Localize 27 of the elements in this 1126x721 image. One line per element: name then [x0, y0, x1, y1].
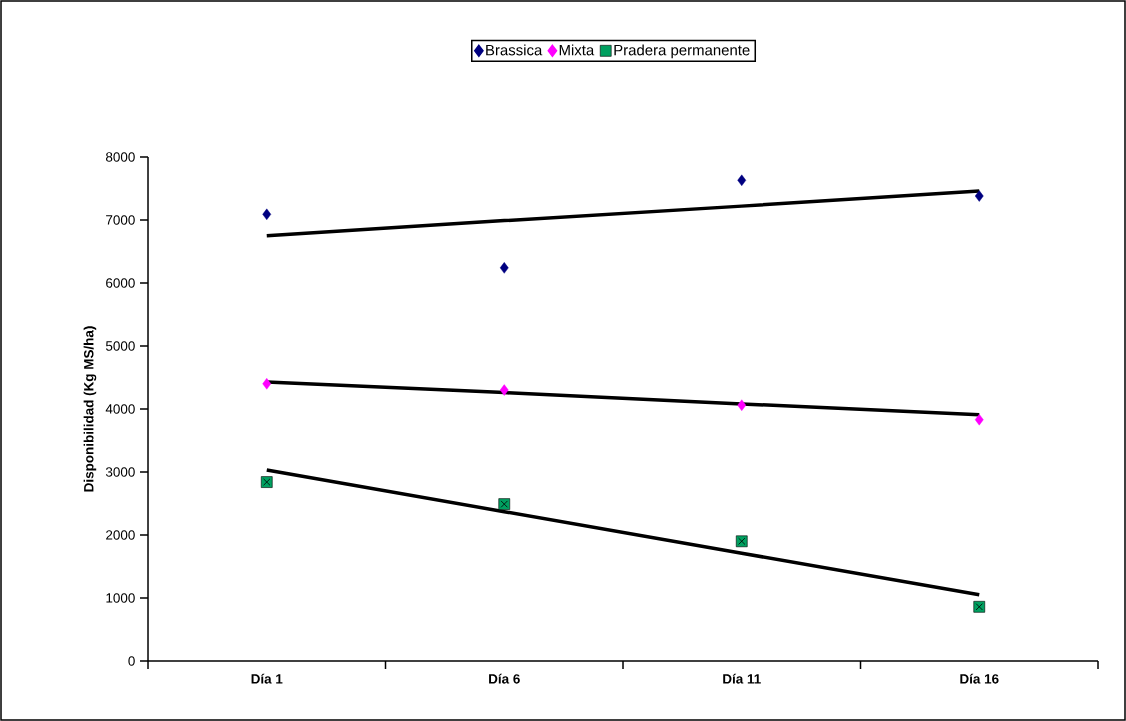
point: [262, 208, 272, 221]
point: [262, 378, 272, 390]
y-tick-label: 7000: [106, 215, 135, 225]
y-axis-title: Disponibilidad (Kg MS/ha): [83, 326, 97, 492]
x-tick-label: Día 16: [960, 673, 999, 684]
y-tick-label: 2000: [106, 530, 135, 540]
y-tick-label: 0: [128, 656, 135, 666]
x-tick-label: Día 11: [723, 673, 761, 684]
point: [499, 384, 509, 396]
legend-label: Mixta: [559, 44, 595, 56]
point: [737, 174, 747, 186]
x-tick-label: Día 1: [251, 673, 283, 684]
x-tick-label: Día 6: [489, 673, 520, 684]
point: [499, 262, 509, 274]
y-tick-label: 3000: [105, 467, 135, 477]
point: [974, 414, 984, 426]
legend-label: Brassica: [486, 44, 543, 56]
line-series: [265, 468, 982, 597]
point: [974, 190, 984, 202]
point: [737, 399, 747, 411]
legend-label: Pradera permanente: [614, 44, 750, 59]
y-tick-label: 8000: [105, 152, 135, 162]
line-series: [265, 189, 982, 238]
y-tick-label: 4000: [105, 404, 135, 414]
y-tick-label: 6000: [106, 278, 135, 288]
y-tick-label: 1000: [106, 593, 135, 603]
y-tick-label: 5000: [105, 341, 135, 351]
